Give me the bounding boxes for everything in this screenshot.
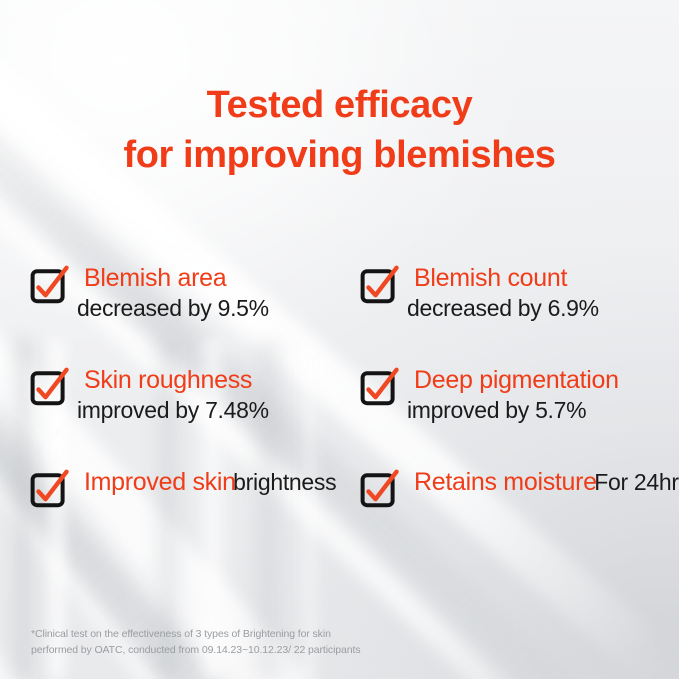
- feature-item: Improved skin brightness: [30, 466, 360, 568]
- feature-item: Retains moisture For 24hrs: [360, 466, 679, 568]
- headline-line-1: Tested efficacy: [206, 84, 473, 126]
- checkbox-checked-icon: [360, 265, 399, 304]
- feature-title: Retains moisture: [414, 468, 597, 496]
- feature-item: Skin roughness improved by 7.48%: [30, 364, 360, 466]
- page-title: Tested efficacy for improving blemishes: [0, 80, 679, 180]
- feature-subtitle: decreased by 6.9%: [407, 295, 599, 321]
- checkbox-checked-icon: [360, 367, 399, 406]
- streak-shadow-3: [246, 339, 290, 679]
- feature-text: Blemish area decreased by 9.5%: [77, 262, 360, 323]
- checkbox-checked-icon: [360, 469, 399, 508]
- feature-title: Blemish count: [414, 264, 568, 292]
- streak-bright-3: [300, 339, 320, 679]
- feature-subtitle: For 24hrs: [594, 469, 679, 495]
- feature-text: Improved skin brightness: [84, 466, 337, 497]
- feature-text: Deep pigmentation improved by 5.7%: [407, 364, 679, 425]
- feature-subtitle: improved by 5.7%: [407, 397, 587, 423]
- feature-text: Skin roughness improved by 7.48%: [77, 364, 360, 425]
- feature-subtitle: improved by 7.48%: [77, 397, 269, 423]
- checkbox-checked-icon: [30, 469, 69, 508]
- headline-line-2: for improving blemishes: [123, 134, 556, 176]
- footnote-line-1: *Clinical test on the effectiveness of 3…: [31, 628, 331, 640]
- checkbox-checked-icon: [30, 265, 69, 304]
- feature-subtitle: brightness: [233, 469, 337, 495]
- feature-subtitle: decreased by 9.5%: [77, 295, 269, 321]
- feature-item: Deep pigmentation improved by 5.7%: [360, 364, 679, 466]
- feature-title: Improved skin: [84, 468, 236, 496]
- checkbox-checked-icon: [30, 367, 69, 406]
- feature-title: Deep pigmentation: [414, 366, 619, 394]
- feature-title: Blemish area: [84, 264, 227, 292]
- vertical-light-streaks: [0, 339, 679, 679]
- feature-item: Blemish count decreased by 6.9%: [360, 262, 679, 364]
- feature-item: Blemish area decreased by 9.5%: [30, 262, 360, 364]
- streak-bright-2: [196, 339, 230, 679]
- feature-text: Blemish count decreased by 6.9%: [407, 262, 679, 323]
- feature-text: Retains moisture For 24hrs: [414, 466, 679, 497]
- feature-title: Skin roughness: [84, 366, 253, 394]
- footnote-line-2: performed by OATC, conducted from 09.14.…: [31, 644, 361, 656]
- streak-shadow-2: [150, 339, 186, 679]
- footnote: *Clinical test on the effectiveness of 3…: [31, 626, 361, 658]
- feature-list: Blemish area decreased by 9.5% Blemish c…: [0, 262, 679, 568]
